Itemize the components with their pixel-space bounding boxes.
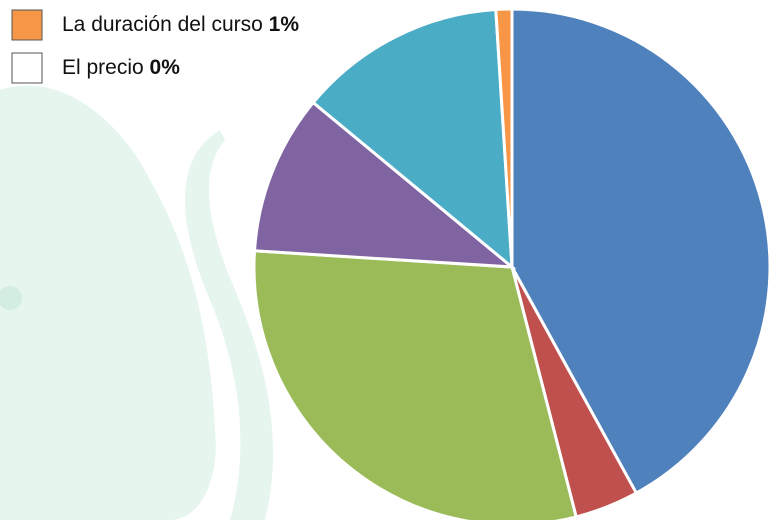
legend-swatch: [12, 10, 42, 40]
legend-swatch: [12, 53, 42, 83]
legend-value: 0%: [150, 56, 181, 79]
legend-value: 1%: [269, 13, 300, 36]
legend-entry: La duración del curso 1%: [62, 13, 299, 36]
legend-label: La duración del curso: [62, 13, 263, 36]
legend-entry: El precio 0%: [62, 56, 180, 79]
background-decoration: [0, 86, 273, 520]
page: La duración del curso 1%El precio 0% (()…: [0, 0, 779, 520]
legend-label: El precio: [62, 56, 144, 79]
chart: La duración del curso 1% El precio 0%: [0, 0, 779, 520]
